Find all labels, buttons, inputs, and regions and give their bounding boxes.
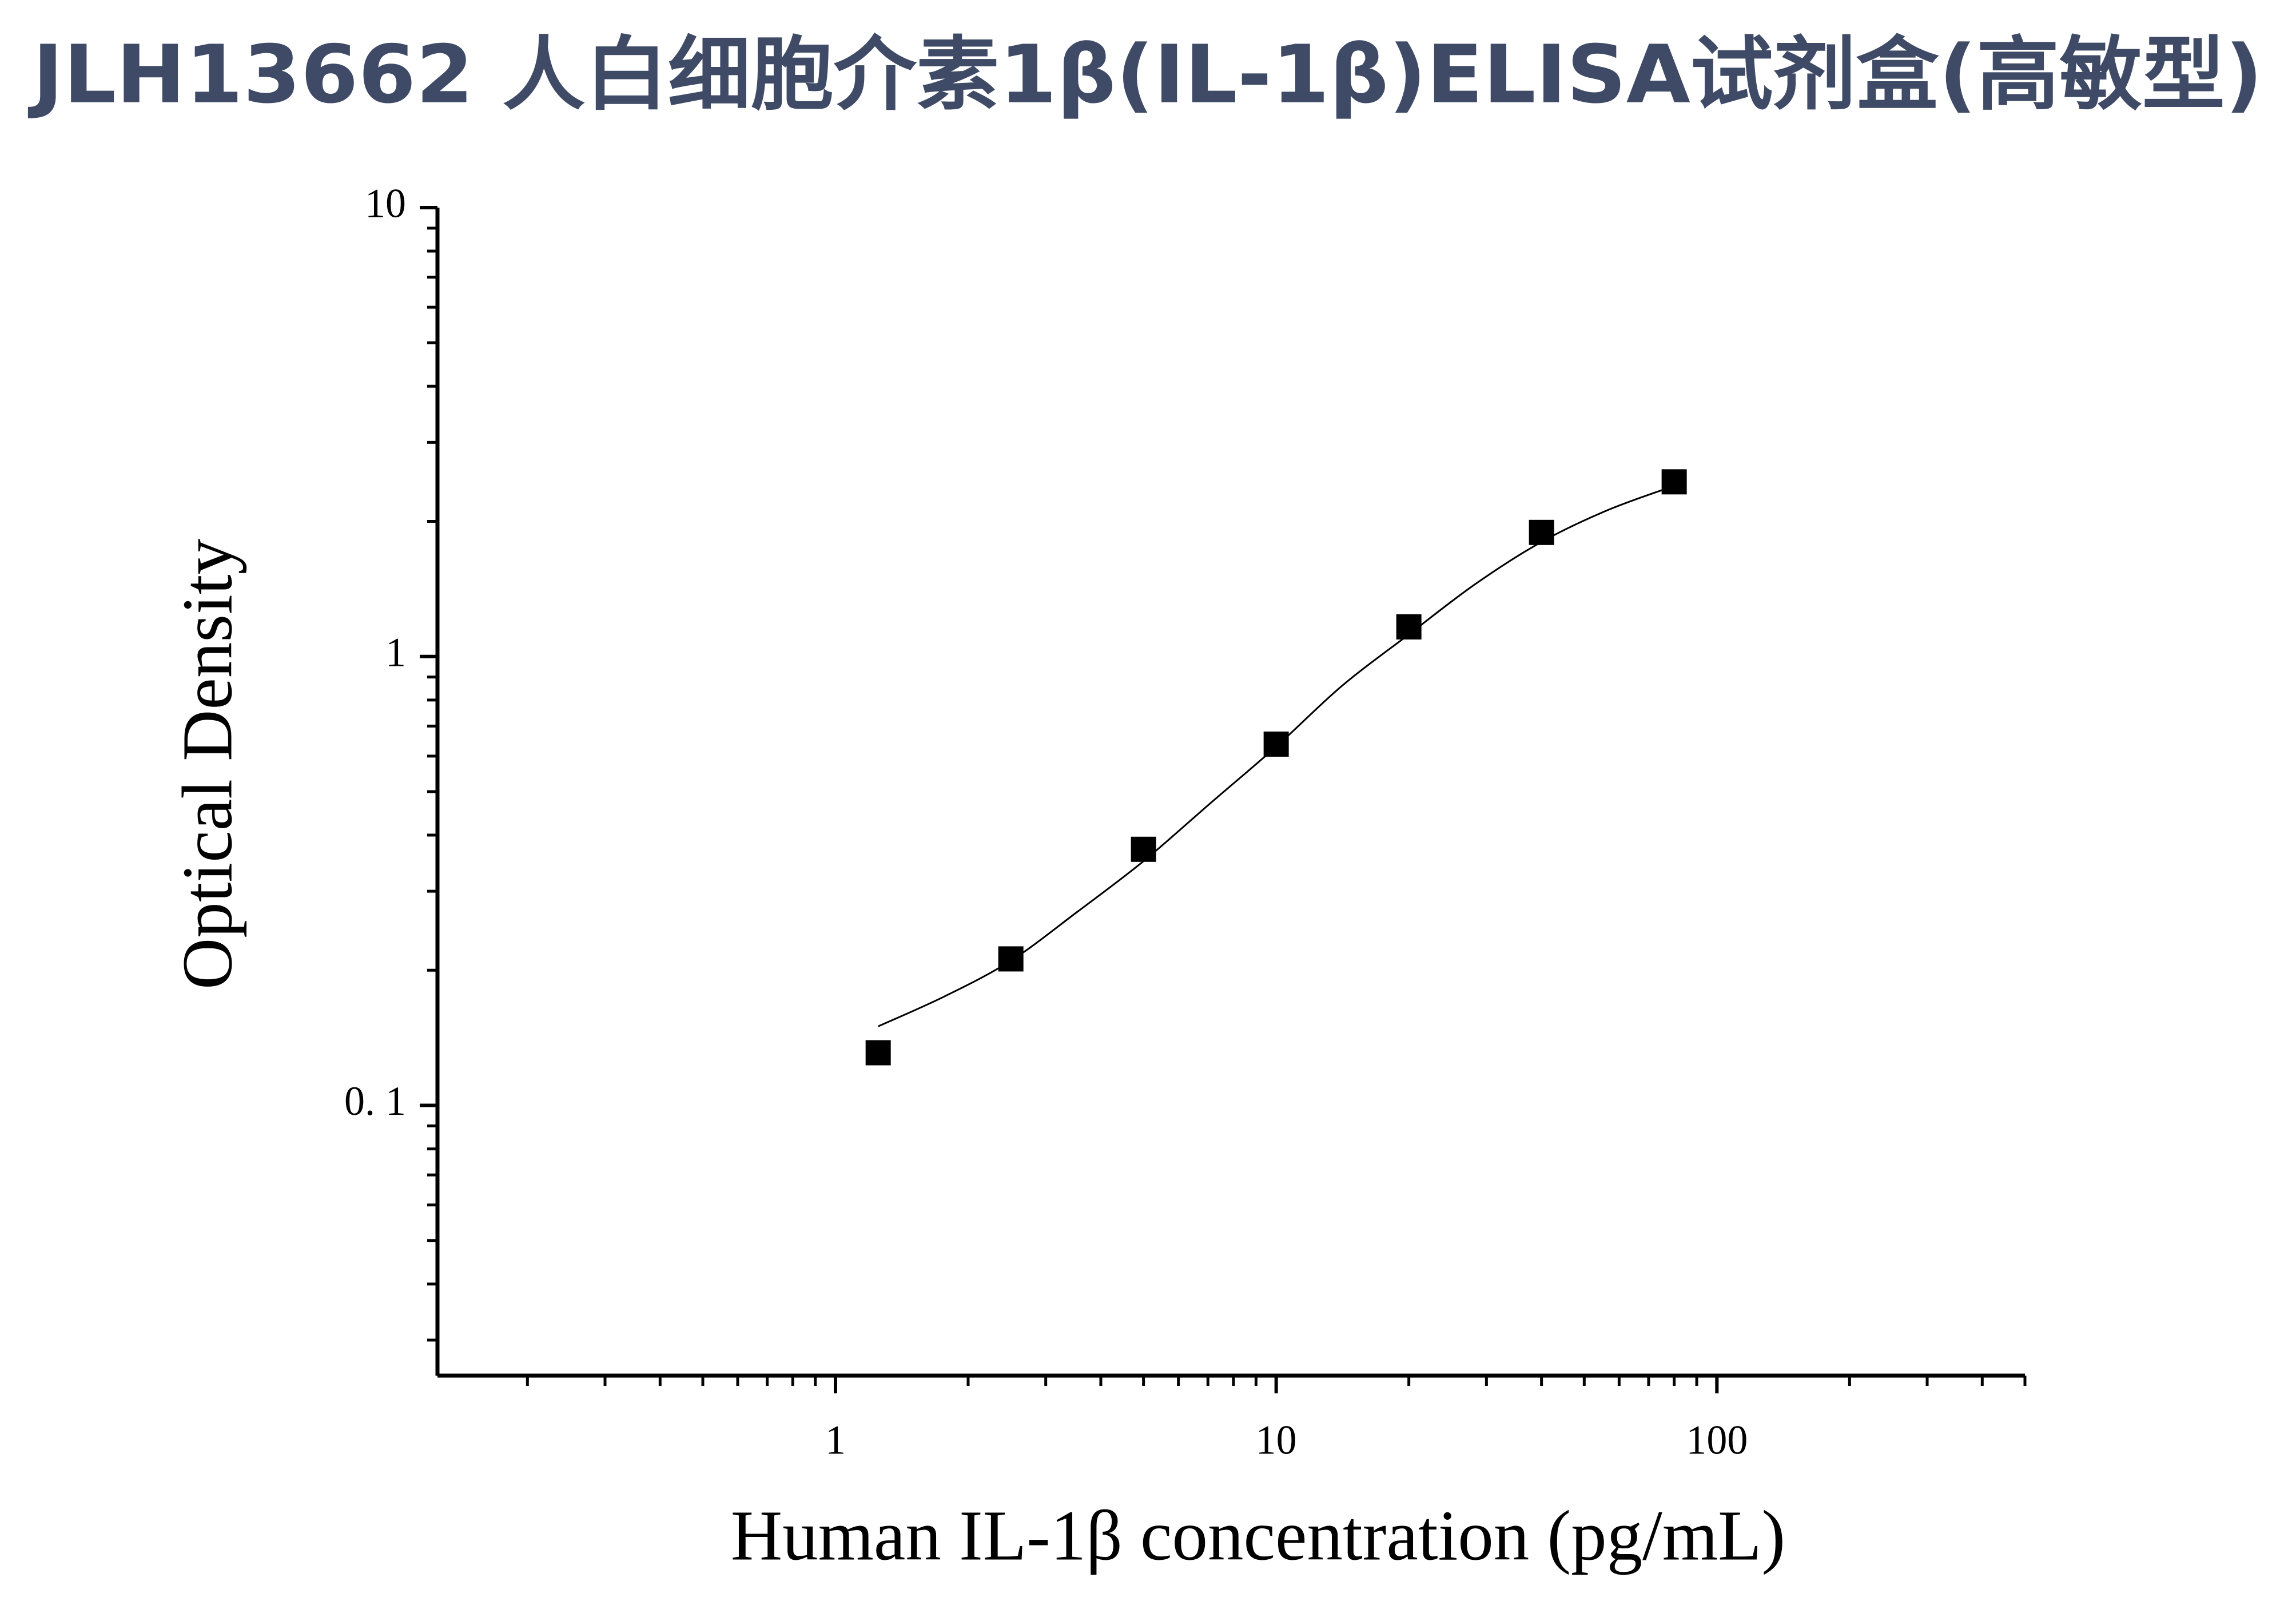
chart-title: JLH13662 人白细胞介素1β(IL-1β)ELISA试剂盒(高敏型) bbox=[28, 29, 2263, 122]
data-point bbox=[865, 1040, 891, 1066]
x-tick-label: 100 bbox=[1686, 1417, 1748, 1463]
x-tick-label: 1 bbox=[825, 1417, 846, 1463]
y-tick-label: 0. 1 bbox=[344, 1078, 406, 1124]
y-axis-label: Optical Density bbox=[169, 538, 248, 990]
data-point bbox=[1131, 836, 1156, 862]
data-point bbox=[1661, 469, 1687, 495]
y-tick-label: 1 bbox=[385, 629, 406, 675]
x-axis-label: Human IL-1β concentration (pg/mL) bbox=[731, 1497, 1785, 1576]
data-point bbox=[1396, 614, 1422, 640]
data-point bbox=[1263, 731, 1289, 757]
y-tick-label: 10 bbox=[365, 181, 406, 227]
x-tick-label: 10 bbox=[1256, 1417, 1297, 1463]
data-point bbox=[1529, 519, 1554, 545]
data-point bbox=[998, 946, 1024, 972]
